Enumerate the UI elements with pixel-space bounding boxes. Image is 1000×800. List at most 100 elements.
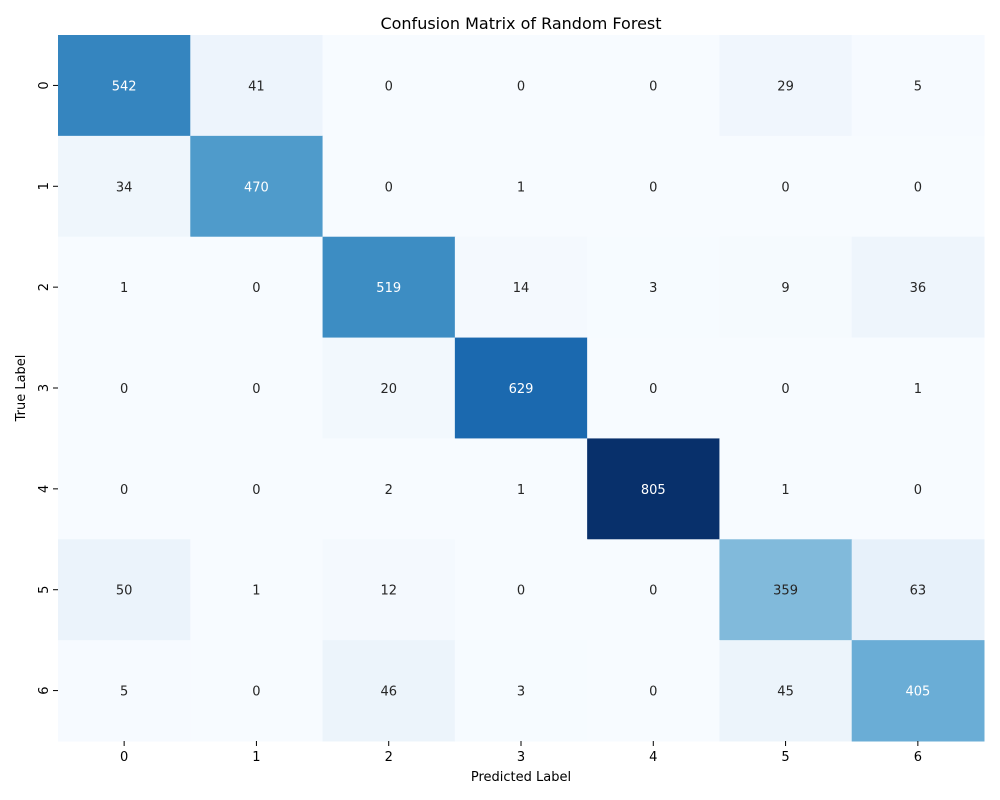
heatmap-cell-r5-c2 <box>322 539 456 641</box>
heatmap-cell-r5-c1 <box>190 539 324 641</box>
x-tick-label-1: 1 <box>252 750 260 765</box>
cell-value-r3-c1: 0 <box>252 382 260 397</box>
heatmap-cell-r0-c3 <box>454 35 588 137</box>
y-tick-label-0: 0 <box>37 81 52 89</box>
y-axis-label: True Label <box>14 355 29 423</box>
cell-value-r0-c4: 0 <box>649 79 657 94</box>
cell-value-r1-c6: 0 <box>914 180 922 195</box>
x-tick-label-6: 6 <box>914 750 922 765</box>
cell-value-r2-c4: 3 <box>649 281 657 296</box>
heatmap-cell-r6-c0 <box>58 640 191 742</box>
cell-value-r6-c1: 0 <box>252 685 260 700</box>
heatmap-cell-r2-c4 <box>587 236 720 339</box>
cell-value-r0-c2: 0 <box>385 79 393 94</box>
cell-value-r2-c6: 36 <box>910 281 927 296</box>
cell-value-r6-c6: 405 <box>905 685 930 700</box>
heatmap-cell-r3-c5 <box>719 337 853 439</box>
heatmap-cell-r6-c5 <box>719 640 853 742</box>
heatmap-cell-r0-c0 <box>58 35 191 137</box>
cell-value-r3-c6: 1 <box>914 382 922 397</box>
cell-value-r3-c3: 629 <box>509 382 534 397</box>
cell-value-r5-c6: 63 <box>910 584 927 599</box>
cell-value-r1-c0: 34 <box>116 180 133 195</box>
x-axis-ticks: 0 1 2 3 4 5 6 <box>120 741 922 765</box>
heatmap-cell-r1-c3 <box>454 135 588 238</box>
x-tick-label-5: 5 <box>781 750 789 765</box>
heatmap-cell-r4-c3 <box>454 438 588 540</box>
heatmap-cell-r4-c4 <box>587 438 720 540</box>
heatmap-cell-r4-c2 <box>322 438 456 540</box>
cell-value-r4-c0: 0 <box>120 483 128 498</box>
cell-value-r2-c1: 0 <box>252 281 260 296</box>
cell-value-r4-c1: 0 <box>252 483 260 498</box>
cell-value-r5-c0: 50 <box>116 584 133 599</box>
cell-value-r4-c3: 1 <box>517 483 525 498</box>
heatmap-cell-r4-c5 <box>719 438 853 540</box>
cell-value-r5-c1: 1 <box>252 584 260 599</box>
heatmap-cell-r3-c6 <box>851 337 985 439</box>
heatmap-cell-r6-c6 <box>851 640 985 742</box>
cell-value-r6-c5: 45 <box>777 685 794 700</box>
cell-value-r1-c2: 0 <box>385 180 393 195</box>
y-tick-label-3: 3 <box>37 384 52 392</box>
cell-value-r6-c4: 0 <box>649 685 657 700</box>
cell-value-r4-c4: 805 <box>641 483 666 498</box>
heatmap-cell-r2-c1 <box>190 236 324 339</box>
cell-value-r2-c5: 9 <box>781 281 789 296</box>
heatmap-cell-r5-c4 <box>587 539 720 641</box>
heatmap-cell-r3-c4 <box>587 337 720 439</box>
cell-value-r1-c1: 470 <box>244 180 269 195</box>
cell-value-r1-c3: 1 <box>517 180 525 195</box>
cell-value-r3-c5: 0 <box>781 382 789 397</box>
y-tick-label-4: 4 <box>37 485 52 493</box>
y-axis-ticks: 0 1 2 3 4 5 6 <box>37 81 58 695</box>
cell-value-r0-c3: 0 <box>517 79 525 94</box>
heatmap-cell-r5-c5 <box>719 539 853 641</box>
heatmap-cell-r6-c3 <box>454 640 588 742</box>
heatmap-cell-r3-c3 <box>454 337 588 439</box>
heatmap-cell-r0-c1 <box>190 35 324 137</box>
cell-value-r6-c3: 3 <box>517 685 525 700</box>
cell-value-r5-c2: 12 <box>380 584 397 599</box>
heatmap-cell-r2-c6 <box>851 236 985 339</box>
x-tick-label-4: 4 <box>649 750 657 765</box>
heatmap-cell-r1-c5 <box>719 135 853 238</box>
y-tick-label-2: 2 <box>37 283 52 291</box>
heatmap-cell-r1-c6 <box>851 135 985 238</box>
heatmap-cell-r1-c0 <box>58 135 191 238</box>
x-axis-label: Predicted Label <box>471 770 571 785</box>
chart-title: Confusion Matrix of Random Forest <box>380 14 661 33</box>
heatmap-cell-r2-c2 <box>322 236 456 339</box>
heatmap-cell-r2-c3 <box>454 236 588 339</box>
cell-value-r0-c0: 542 <box>112 79 137 94</box>
x-tick-label-3: 3 <box>517 750 525 765</box>
heatmap-cell-r6-c1 <box>190 640 324 742</box>
cell-value-r3-c0: 0 <box>120 382 128 397</box>
heatmap-cell-r0-c2 <box>322 35 456 137</box>
y-tick-label-1: 1 <box>37 182 52 190</box>
x-tick-label-2: 2 <box>385 750 393 765</box>
y-tick-label-5: 5 <box>37 586 52 594</box>
cell-value-r2-c3: 14 <box>513 281 530 296</box>
cell-value-r5-c4: 0 <box>649 584 657 599</box>
cell-value-r2-c2: 519 <box>376 281 401 296</box>
heatmap-cell-r2-c5 <box>719 236 853 339</box>
heatmap-cell-r6-c4 <box>587 640 720 742</box>
cell-value-r0-c6: 5 <box>914 79 922 94</box>
cell-value-r3-c4: 0 <box>649 382 657 397</box>
cell-value-r6-c2: 46 <box>380 685 397 700</box>
cell-value-r1-c5: 0 <box>781 180 789 195</box>
heatmap-cell-r0-c5 <box>719 35 853 137</box>
heatmap-cell-r3-c2 <box>322 337 456 439</box>
y-tick-label-6: 6 <box>37 686 52 694</box>
heatmap-cell-r5-c6 <box>851 539 985 641</box>
heatmap-cell-r3-c1 <box>190 337 324 439</box>
cell-value-r4-c2: 2 <box>385 483 393 498</box>
heatmap-cells <box>58 35 985 742</box>
heatmap-cell-r0-c6 <box>851 35 985 137</box>
cell-value-r6-c0: 5 <box>120 685 128 700</box>
cell-value-r2-c0: 1 <box>120 281 128 296</box>
heatmap-cell-r4-c1 <box>190 438 324 540</box>
heatmap-cell-labels: 542 41 0 0 0 29 534 470 0 1 0 0 01 0 519 14 3 9 360 0 20 629 0… <box>112 79 931 699</box>
